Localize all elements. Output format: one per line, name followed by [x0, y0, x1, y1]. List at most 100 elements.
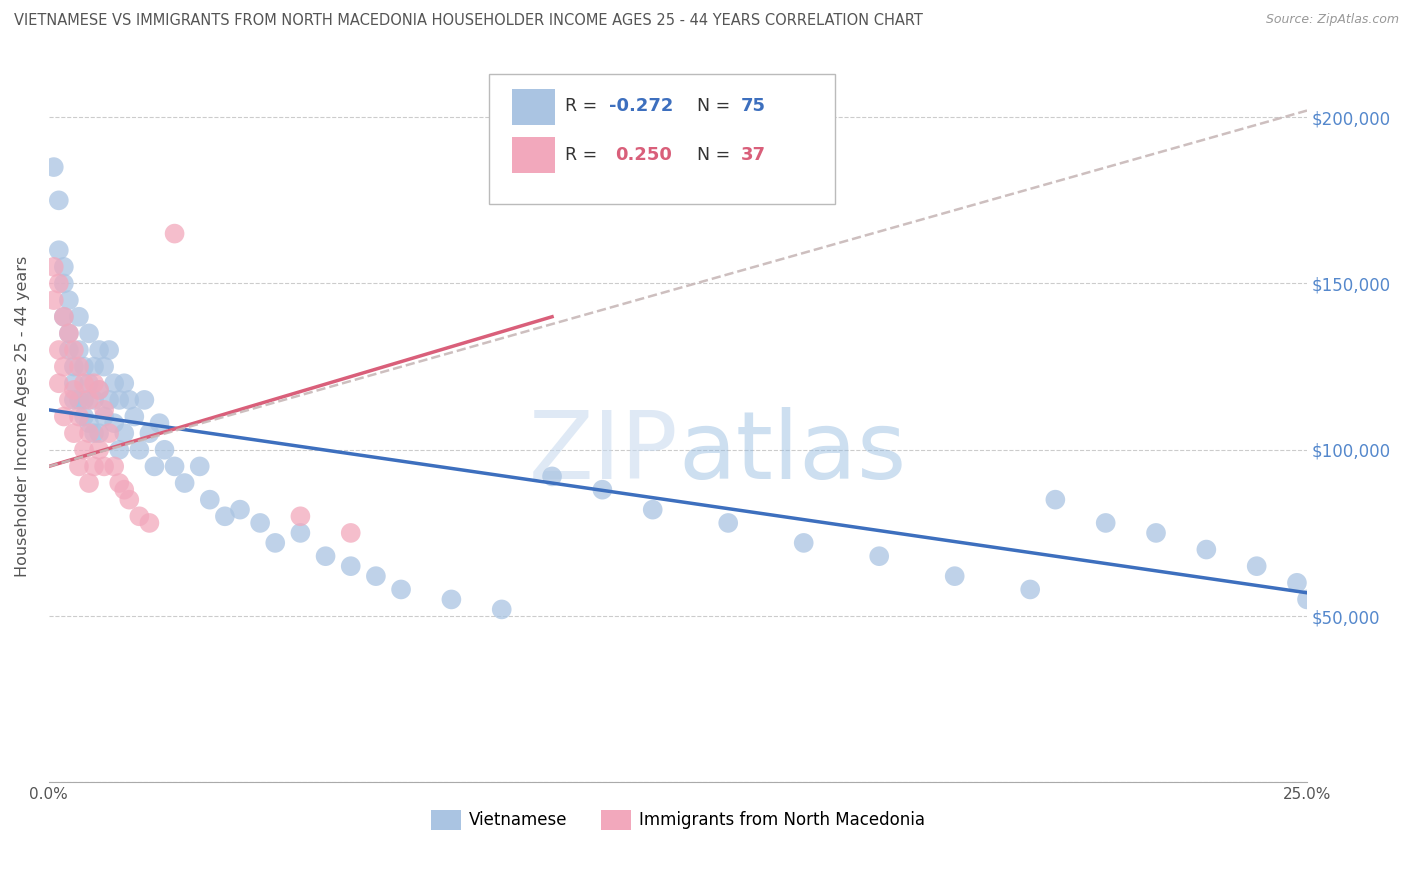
- Point: [591, 483, 613, 497]
- Point: [118, 392, 141, 407]
- Point: [717, 516, 740, 530]
- Point: [364, 569, 387, 583]
- Point: [93, 402, 115, 417]
- Point: [491, 602, 513, 616]
- Point: [1195, 542, 1218, 557]
- Point: [163, 459, 186, 474]
- Point: [1045, 492, 1067, 507]
- Point: [83, 359, 105, 374]
- Point: [188, 459, 211, 474]
- Point: [264, 536, 287, 550]
- Point: [67, 359, 90, 374]
- Point: [128, 442, 150, 457]
- Point: [73, 376, 96, 391]
- Point: [249, 516, 271, 530]
- Point: [48, 194, 70, 208]
- Text: R =: R =: [565, 96, 602, 114]
- Text: R =: R =: [565, 145, 607, 163]
- Point: [87, 383, 110, 397]
- Point: [48, 277, 70, 291]
- Point: [83, 376, 105, 391]
- Point: [440, 592, 463, 607]
- Point: [77, 416, 100, 430]
- FancyBboxPatch shape: [512, 137, 554, 173]
- Point: [128, 509, 150, 524]
- Point: [1285, 575, 1308, 590]
- Point: [229, 502, 252, 516]
- Point: [67, 409, 90, 424]
- Point: [1094, 516, 1116, 530]
- Point: [58, 293, 80, 307]
- Point: [118, 492, 141, 507]
- Point: [67, 392, 90, 407]
- Point: [793, 536, 815, 550]
- Point: [42, 260, 65, 274]
- Point: [138, 516, 160, 530]
- Point: [143, 459, 166, 474]
- Point: [112, 426, 135, 441]
- Point: [124, 409, 146, 424]
- Point: [63, 343, 86, 357]
- Point: [108, 476, 131, 491]
- Text: Source: ZipAtlas.com: Source: ZipAtlas.com: [1265, 13, 1399, 27]
- Point: [389, 582, 412, 597]
- Point: [112, 483, 135, 497]
- Point: [943, 569, 966, 583]
- FancyBboxPatch shape: [489, 74, 835, 204]
- Y-axis label: Householder Income Ages 25 - 44 years: Householder Income Ages 25 - 44 years: [15, 256, 30, 577]
- Point: [541, 469, 564, 483]
- Point: [77, 392, 100, 407]
- Text: 37: 37: [741, 145, 766, 163]
- Point: [52, 310, 75, 324]
- Point: [198, 492, 221, 507]
- Point: [58, 326, 80, 341]
- Text: N =: N =: [697, 145, 735, 163]
- Point: [87, 442, 110, 457]
- Point: [63, 376, 86, 391]
- FancyBboxPatch shape: [512, 89, 554, 125]
- Point: [52, 277, 75, 291]
- Point: [67, 343, 90, 357]
- Point: [67, 459, 90, 474]
- Point: [83, 426, 105, 441]
- Text: 0.250: 0.250: [614, 145, 672, 163]
- Point: [641, 502, 664, 516]
- Point: [108, 392, 131, 407]
- Point: [1144, 525, 1167, 540]
- Point: [83, 392, 105, 407]
- Point: [73, 359, 96, 374]
- Point: [112, 376, 135, 391]
- Point: [63, 359, 86, 374]
- Text: 75: 75: [741, 96, 766, 114]
- Point: [93, 459, 115, 474]
- Point: [87, 343, 110, 357]
- Point: [103, 459, 125, 474]
- Point: [63, 426, 86, 441]
- Point: [73, 409, 96, 424]
- Text: -0.272: -0.272: [609, 96, 673, 114]
- Point: [52, 359, 75, 374]
- Point: [73, 442, 96, 457]
- Point: [148, 416, 170, 430]
- Point: [138, 426, 160, 441]
- Point: [67, 310, 90, 324]
- Text: N =: N =: [697, 96, 735, 114]
- Point: [134, 392, 156, 407]
- Point: [52, 310, 75, 324]
- Point: [103, 376, 125, 391]
- Point: [77, 376, 100, 391]
- Point: [48, 244, 70, 258]
- Point: [48, 376, 70, 391]
- Point: [93, 409, 115, 424]
- Point: [87, 383, 110, 397]
- Point: [153, 442, 176, 457]
- Point: [52, 260, 75, 274]
- Point: [58, 343, 80, 357]
- Point: [42, 293, 65, 307]
- Point: [290, 509, 312, 524]
- Point: [77, 476, 100, 491]
- Point: [103, 416, 125, 430]
- Point: [214, 509, 236, 524]
- Point: [77, 426, 100, 441]
- Point: [58, 392, 80, 407]
